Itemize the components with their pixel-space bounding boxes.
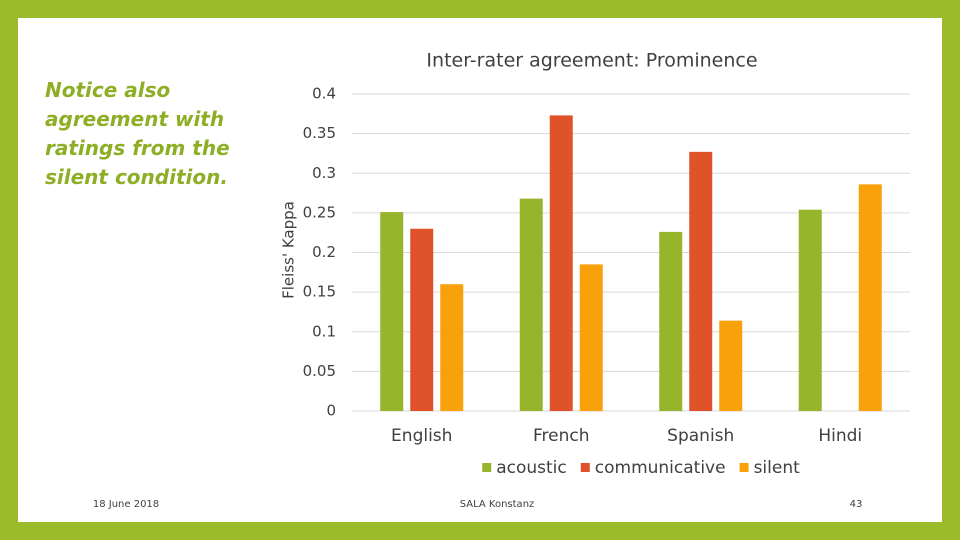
bar [659,231,683,411]
bar [858,184,882,411]
bar [719,320,743,411]
legend-swatch [580,463,590,472]
x-tick-label: Hindi [818,426,862,446]
y-tick-label: 0.25 [303,203,336,221]
y-tick-label: 0.3 [312,164,336,182]
y-tick-label: 0.2 [312,243,336,261]
page-number: 43 [850,499,863,510]
y-tick-label: 0.35 [303,124,336,142]
bar [689,151,713,412]
bar [798,209,822,411]
slide-panel [18,18,942,522]
slide-date: 18 June 2018 [93,499,159,510]
bar [440,284,464,411]
legend-label: silent [754,458,801,478]
bar [410,228,434,411]
legend-swatch [482,463,492,472]
bar [380,212,404,411]
slide-footer: SALA Konstanz [460,499,535,510]
x-tick-label: English [391,426,452,446]
bar [519,198,543,411]
bar [549,115,573,412]
bar [579,264,603,411]
x-tick-label: Spanish [667,426,734,446]
y-tick-label: 0 [326,402,336,420]
y-tick-label: 0.05 [303,362,336,380]
chart-title: Inter-rater agreement: Prominence [426,50,757,72]
x-tick-label: French [533,426,590,446]
slide-note: Notice also agreement with ratings from … [45,78,230,189]
y-axis-label: Fleiss' Kappa [280,201,298,299]
legend-swatch [739,463,749,472]
legend-label: communicative [595,458,726,478]
legend-label: acoustic [496,458,567,478]
y-tick-label: 0.4 [312,85,336,103]
y-tick-label: 0.1 [312,322,336,340]
y-tick-label: 0.15 [303,283,336,301]
